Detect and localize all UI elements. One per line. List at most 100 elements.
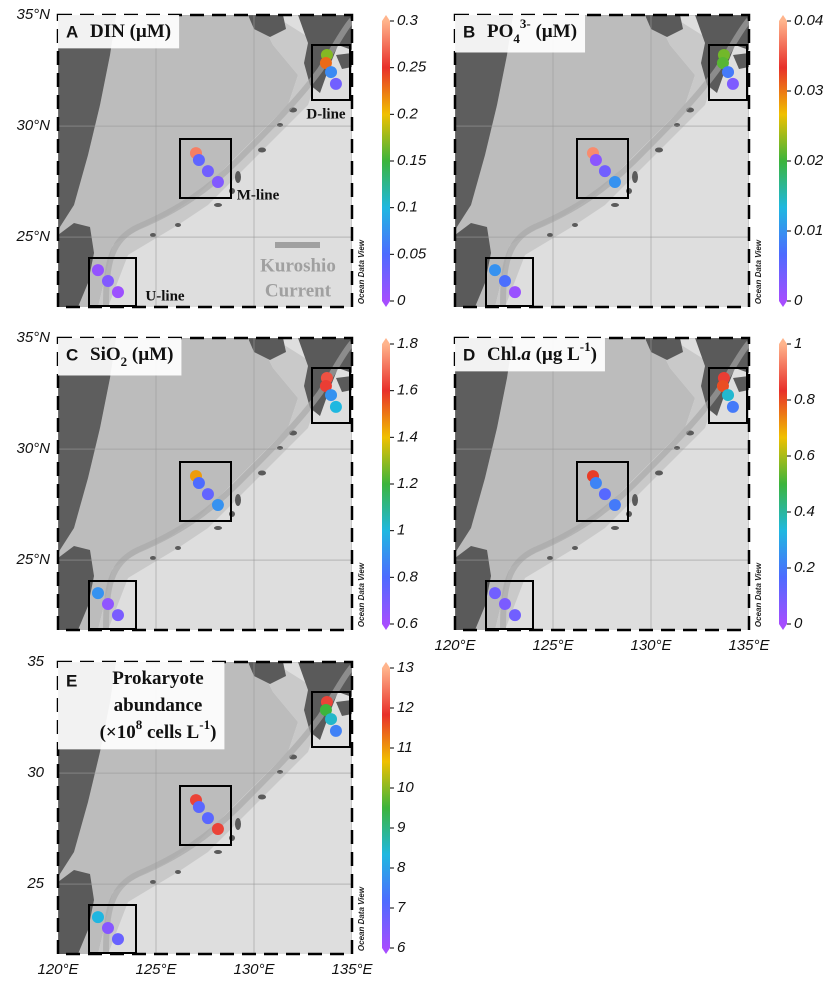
station [102,275,114,287]
panel-letter: D [463,345,475,364]
map-panel: EProkaryoteabundance(×108 cells L-1)Ocea… [26,653,414,978]
station [599,488,611,500]
page: { "map": {"lonlim": [120, 135], "latlim"… [0,0,824,982]
colorbar-tick-label: 1.6 [397,382,419,399]
colorbar-tick-label: 0.25 [397,59,427,76]
station [212,176,224,188]
lat-tick-label: 30 [27,764,44,781]
colorbar [382,21,390,301]
colorbar-tick-label: 0.04 [794,12,823,29]
title-part: a [521,344,531,365]
colorbar [382,668,390,948]
basemap [455,15,749,307]
title-part: cells L [142,722,199,743]
colorbar-tick-label: 0.8 [794,391,816,408]
panel-title: abundance [114,695,203,716]
station [727,78,739,90]
lat-tick-label: 25°N [15,228,50,245]
current-label: Kuroshio [260,255,336,276]
colorbar-end [779,338,787,344]
station [193,477,205,489]
line-label: M-line [237,187,280,203]
station [330,725,342,737]
colorbar-tick-label: 0.8 [397,568,419,585]
station [212,499,224,511]
station [590,154,602,166]
colorbar-end [382,15,390,21]
colorbar-tick-label: 1.8 [397,335,419,352]
map [58,338,352,630]
station [489,264,501,276]
colorbar-tick-label: 6 [397,939,406,956]
map [455,15,749,307]
station [489,587,501,599]
title-part: (µg L [531,344,580,365]
lat-tick-label: 25°N [15,551,50,568]
station [325,713,337,725]
station [727,401,739,413]
colorbar-end [382,338,390,344]
panel-title: PO43- (µM) [487,16,577,46]
colorbar-tick-label: 1.2 [397,475,419,492]
station [202,488,214,500]
colorbar-tick-label: 0.15 [397,152,427,169]
colorbar-tick-label: 0.02 [794,152,824,169]
basemap [58,338,352,630]
lon-tick-label: 125°E [532,637,574,654]
title-part: -1 [199,717,210,732]
station [509,286,521,298]
lat-tick-label: 35°N [16,329,50,346]
title-part: -1 [580,339,591,354]
odv-label: Ocean Data View [357,886,366,951]
colorbar-tick-label: 13 [397,659,414,676]
colorbar [382,344,390,624]
colorbar-tick-label: 1 [397,522,405,539]
colorbar [779,21,787,301]
colorbar-tick-label: 0.03 [794,82,824,99]
station [202,165,214,177]
colorbar-tick-label: 7 [397,899,406,916]
station [499,598,511,610]
lat-tick-label: 35 [27,653,44,670]
station [722,66,734,78]
colorbar-tick-label: 12 [397,699,414,716]
colorbar-end [779,301,787,307]
station [609,499,621,511]
colorbar-tick-label: 0.3 [397,12,419,29]
title-part: SiO [90,344,121,365]
colorbar-tick-label: 8 [397,859,406,876]
station [722,389,734,401]
station [509,609,521,621]
colorbar-tick-label: 0.2 [397,105,419,122]
lat-tick-label: 25 [26,875,44,892]
station [325,389,337,401]
station [112,286,124,298]
title-part: (µM) [127,344,173,365]
basemap [455,338,749,630]
colorbar-tick-label: 0.6 [397,615,419,632]
colorbar-end [382,662,390,668]
title-part: ) [591,344,597,365]
station [212,823,224,835]
panel-letter: A [66,22,78,41]
map [455,338,749,630]
lat-tick-label: 30°N [16,440,50,457]
colorbar-tick-label: 9 [397,819,406,836]
panel-title: DIN (µM) [90,21,171,42]
colorbar-tick-label: 11 [397,739,413,756]
station [590,477,602,489]
station [92,264,104,276]
colorbar-end [382,301,390,307]
odv-label: Ocean Data View [754,239,763,304]
colorbar [779,344,787,624]
station [193,154,205,166]
lon-tick-label: 130°E [630,637,672,654]
station [193,801,205,813]
title-part: PO [487,21,513,42]
lon-tick-label: 120°E [434,637,476,654]
colorbar-tick-label: 10 [397,779,414,796]
colorbar-end [779,15,787,21]
line-label: D-line [306,106,346,122]
title-part: ) [210,722,216,743]
